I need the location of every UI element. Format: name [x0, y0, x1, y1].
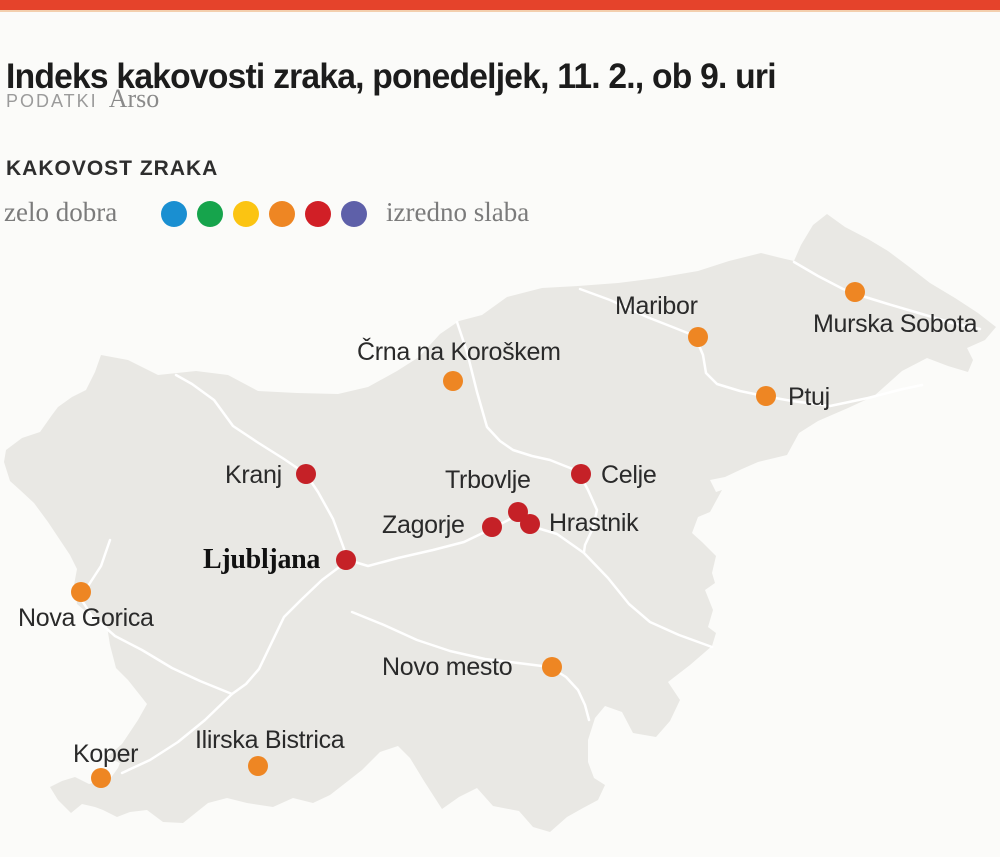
city-label-hrastnik: Hrastnik	[549, 509, 639, 537]
river-reka	[120, 692, 234, 775]
river-mura	[792, 260, 982, 331]
river-krka	[350, 610, 591, 722]
masthead-accent-bar	[0, 0, 1000, 10]
city-label-celje: Celje	[601, 461, 657, 489]
city-dot-novo-mesto	[542, 657, 562, 677]
city-label-ptuj: Ptuj	[788, 383, 830, 411]
city-dot-zagorje	[482, 517, 502, 537]
legend-color-scale	[161, 201, 367, 227]
source-label: PODATKI	[6, 91, 98, 111]
city-label-kranj: Kranj	[225, 461, 282, 489]
legend-scale-dot-6	[341, 201, 367, 227]
masthead-accent-underline	[0, 10, 1000, 12]
legend-scale-dot-1	[161, 201, 187, 227]
legend-max-label: izredno slaba	[386, 197, 530, 227]
city-dot-hrastnik	[520, 514, 540, 534]
river-soca	[79, 538, 234, 696]
city-label-murska-sobota: Murska Sobota	[813, 310, 978, 338]
river-ljubljanica	[230, 560, 348, 696]
city-dot--rna-na-koro-kem	[443, 371, 463, 391]
city-dot-ljubljana	[336, 550, 356, 570]
legend-scale-dot-2	[197, 201, 223, 227]
city-dot-ptuj	[756, 386, 776, 406]
city-label-ilirska-bistrica: Ilirska Bistrica	[195, 726, 345, 754]
city-label-koper: Koper	[73, 740, 139, 768]
legend-min-label: zelo dobra	[4, 197, 118, 227]
legend-scale-dot-5	[305, 201, 331, 227]
page-title: Indeks kakovosti zraka, ponedeljek, 11. …	[6, 57, 777, 97]
city-label-ljubljana: Ljubljana	[203, 544, 321, 575]
city-label--rna-na-koro-kem: Črna na Koroškem	[357, 338, 561, 366]
river-savinja	[455, 320, 599, 554]
city-dot-koper	[91, 768, 111, 788]
city-dot-ilirska-bistrica	[248, 756, 268, 776]
source-line: PODATKI Arso	[6, 84, 159, 114]
legend-heading: KAKOVOST ZRAKA	[6, 157, 219, 180]
city-label-novo-mesto: Novo mesto	[382, 653, 513, 681]
legend-scale-dot-4	[269, 201, 295, 227]
city-dot-maribor	[688, 327, 708, 347]
city-dot-nova-gorica	[71, 582, 91, 602]
city-label-trbovlje: Trbovlje	[445, 466, 531, 494]
river-sava-upper	[174, 373, 350, 562]
city-label-nova-gorica: Nova Gorica	[18, 604, 154, 632]
river-drava	[578, 287, 924, 408]
source-value: Arso	[108, 84, 160, 113]
city-dot-celje	[571, 464, 591, 484]
city-dot-kranj	[296, 464, 316, 484]
city-dot-murska-sobota	[845, 282, 865, 302]
city-label-maribor: Maribor	[615, 292, 698, 320]
legend-scale-dot-3	[233, 201, 259, 227]
city-label-zagorje: Zagorje	[382, 511, 465, 539]
